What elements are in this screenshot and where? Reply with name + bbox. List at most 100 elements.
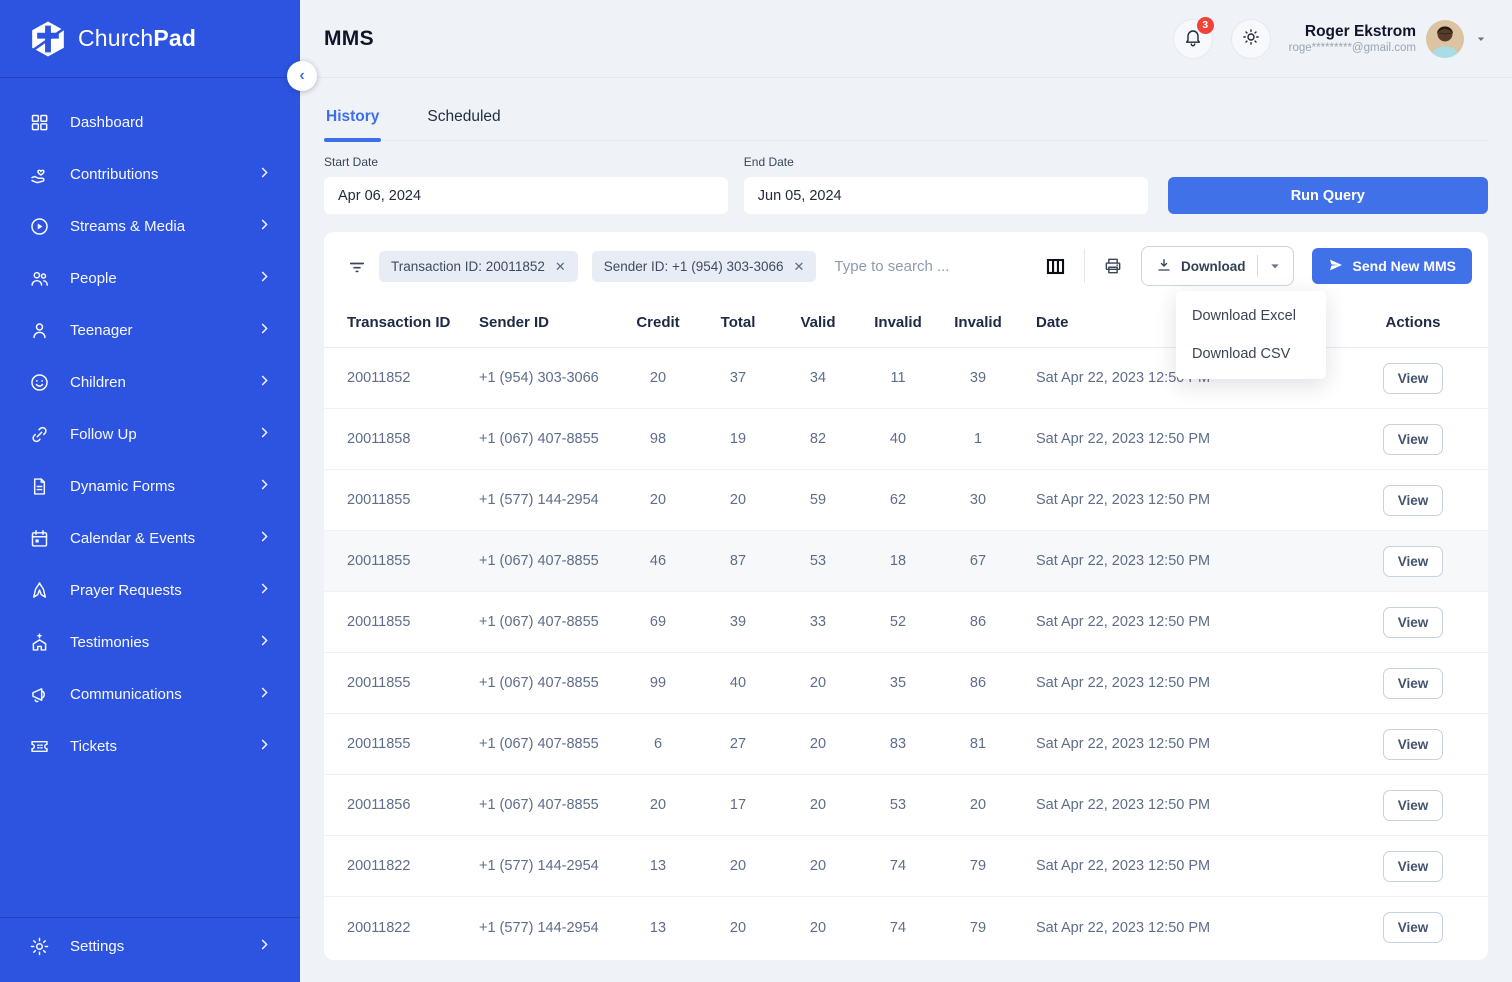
start-date-input[interactable] bbox=[324, 177, 728, 214]
menu-item-download-excel[interactable]: Download Excel bbox=[1192, 308, 1296, 324]
sender-id-cell: +1 (067) 407-8855 bbox=[479, 553, 599, 569]
end-date-input[interactable] bbox=[743, 177, 1148, 214]
tab-history[interactable]: History bbox=[324, 94, 382, 142]
menu-item-download-csv[interactable]: Download CSV bbox=[1192, 346, 1291, 362]
view-button[interactable]: View bbox=[1382, 667, 1444, 699]
transaction-id-cell: 20011855 bbox=[347, 736, 411, 752]
sidebar-item-streams-media[interactable]: Streams & Media bbox=[0, 200, 300, 252]
transaction-id-cell: 20011858 bbox=[347, 431, 411, 447]
invalid-cell: 40 bbox=[889, 431, 907, 447]
sidebar-item-label: Contributions bbox=[70, 165, 159, 183]
view-button[interactable]: View bbox=[1382, 545, 1444, 577]
invalid-cell: 62 bbox=[889, 492, 907, 508]
theme-toggle-button[interactable] bbox=[1230, 18, 1271, 59]
sidebar-item-prayer-requests[interactable]: Prayer Requests bbox=[0, 564, 300, 616]
sidebar-item-calendar-events[interactable]: Calendar & Events bbox=[0, 512, 300, 564]
invalid-cell-2: 86 bbox=[969, 614, 987, 630]
sidebar-item-follow-up[interactable]: Follow Up bbox=[0, 408, 300, 460]
date-cell: Sat Apr 22, 2023 12:50 PM bbox=[1036, 736, 1211, 752]
sidebar-item-label: Follow Up bbox=[70, 425, 137, 443]
page-title: MMS bbox=[324, 26, 374, 50]
filter-icon[interactable] bbox=[347, 256, 367, 276]
brand-name: ChurchPad bbox=[78, 25, 197, 51]
view-button[interactable]: View bbox=[1382, 362, 1444, 394]
view-button[interactable]: View bbox=[1382, 912, 1444, 943]
sidebar-item-contributions[interactable]: Contributions bbox=[0, 148, 300, 200]
chevron-right-icon bbox=[257, 321, 272, 340]
filter-chip-label: Sender ID: +1 (954) 303-3066 bbox=[603, 258, 784, 274]
chevron-right-icon bbox=[257, 937, 272, 956]
view-button[interactable]: View bbox=[1382, 728, 1444, 760]
chip-close-icon[interactable]: ✕ bbox=[554, 258, 566, 274]
sidebar-item-label: Settings bbox=[70, 937, 125, 955]
start-date-field: Start Date bbox=[324, 155, 728, 214]
sender-id-cell: +1 (577) 144-2954 bbox=[479, 492, 599, 508]
end-date-label: End Date bbox=[743, 155, 794, 169]
view-button[interactable]: View bbox=[1382, 850, 1444, 882]
user-menu[interactable]: Roger Ekstrom roge*********@gmail.com bbox=[1289, 19, 1488, 58]
sidebar-item-children[interactable]: Children bbox=[0, 356, 300, 408]
sidebar-item-settings[interactable]: Settings bbox=[0, 920, 300, 972]
search-input[interactable] bbox=[828, 253, 1034, 279]
invalid-cell-2: 39 bbox=[969, 370, 987, 386]
invalid-cell: 53 bbox=[889, 797, 907, 813]
view-button[interactable]: View bbox=[1382, 423, 1444, 455]
columns-icon[interactable] bbox=[1045, 256, 1066, 277]
valid-cell: 20 bbox=[809, 919, 827, 936]
invalid-cell: 35 bbox=[889, 675, 907, 691]
sidebar-item-label: Children bbox=[70, 373, 126, 391]
chevron-right-icon bbox=[257, 737, 272, 756]
sidebar-item-tickets[interactable]: Tickets bbox=[0, 720, 300, 772]
notifications-button[interactable]: 3 bbox=[1172, 16, 1214, 59]
teenager-icon bbox=[28, 319, 50, 341]
view-button[interactable]: View bbox=[1382, 484, 1444, 516]
transaction-id-cell: 20011855 bbox=[347, 675, 411, 691]
chip-close-icon[interactable]: ✕ bbox=[793, 258, 805, 274]
chevron-right-icon bbox=[257, 477, 272, 496]
date-cell: Sat Apr 22, 2023 12:50 PM bbox=[1036, 675, 1211, 691]
caret-down-icon bbox=[1474, 32, 1488, 46]
sidebar-item-communications[interactable]: Communications bbox=[0, 668, 300, 720]
main-area: MMS 3 Roger Ekstrom roge*********@gmail.… bbox=[300, 0, 1512, 982]
download-caret-icon[interactable] bbox=[1267, 258, 1283, 274]
start-date-label: Start Date bbox=[324, 155, 379, 169]
sender-id-cell: +1 (577) 144-2954 bbox=[479, 858, 599, 874]
chevron-right-icon bbox=[257, 269, 272, 288]
table-body: 20011852 +1 (954) 303-3066 20 37 34 11 39 Sat A… bbox=[324, 348, 1488, 958]
total-cell: 20 bbox=[729, 919, 747, 936]
query-row: Start Date End Date Run Query bbox=[324, 155, 1488, 214]
filter-chips: Transaction ID: 20011852 ✕ Sender ID: +1 (… bbox=[379, 250, 817, 282]
sidebar-item-testimonies[interactable]: Testimonies bbox=[0, 616, 300, 668]
invalid-cell-2: 67 bbox=[969, 553, 987, 569]
send-new-mms-button[interactable]: Send New MMS bbox=[1311, 248, 1472, 284]
sidebar-item-teenager[interactable]: Teenager bbox=[0, 304, 300, 356]
date-cell: Sat Apr 22, 2023 12:50 PM bbox=[1036, 492, 1211, 508]
sender-id-cell: +1 (577) 144-2954 bbox=[479, 919, 599, 936]
chevron-right-icon bbox=[257, 165, 272, 184]
valid-cell: 53 bbox=[809, 553, 827, 569]
run-query-button[interactable]: Run Query bbox=[1167, 177, 1488, 214]
tab-scheduled[interactable]: Scheduled bbox=[427, 108, 501, 125]
view-button[interactable]: View bbox=[1382, 606, 1444, 638]
brand-logo[interactable]: ChurchPad bbox=[0, 0, 300, 78]
column-header-valid: Valid bbox=[800, 314, 836, 331]
sidebar-item-dynamic-forms[interactable]: Dynamic Forms bbox=[0, 460, 300, 512]
sidebar-item-people[interactable]: People bbox=[0, 252, 300, 304]
table-row: 20011858 +1 (067) 407-8855 98 19 82 40 1 Sat Ap… bbox=[324, 409, 1488, 470]
credit-cell: 46 bbox=[649, 553, 667, 569]
view-button[interactable]: View bbox=[1382, 789, 1444, 821]
printer-icon[interactable] bbox=[1103, 256, 1123, 276]
actions-cell: View bbox=[1361, 850, 1465, 882]
chevron-right-icon bbox=[257, 633, 272, 652]
credit-cell: 99 bbox=[649, 675, 667, 691]
download-button[interactable]: Download bbox=[1141, 246, 1294, 286]
invalid-cell-2: 30 bbox=[969, 492, 987, 508]
sidebar-item-dashboard[interactable]: Dashboard bbox=[0, 96, 300, 148]
invalid-cell: 83 bbox=[889, 736, 907, 752]
column-header-credit: Credit bbox=[636, 314, 680, 331]
table-row: 20011822 +1 (577) 144-2954 13 20 20 74 79 Sat A… bbox=[324, 897, 1488, 958]
sidebar-collapse-button[interactable]: ‹ bbox=[287, 61, 317, 91]
table-row: 20011852 +1 (954) 303-3066 20 37 34 11 39 Sat A… bbox=[324, 348, 1488, 409]
sender-id-cell: +1 (067) 407-8855 bbox=[479, 797, 599, 813]
topbar: MMS 3 Roger Ekstrom roge*********@gmail.… bbox=[300, 0, 1512, 78]
